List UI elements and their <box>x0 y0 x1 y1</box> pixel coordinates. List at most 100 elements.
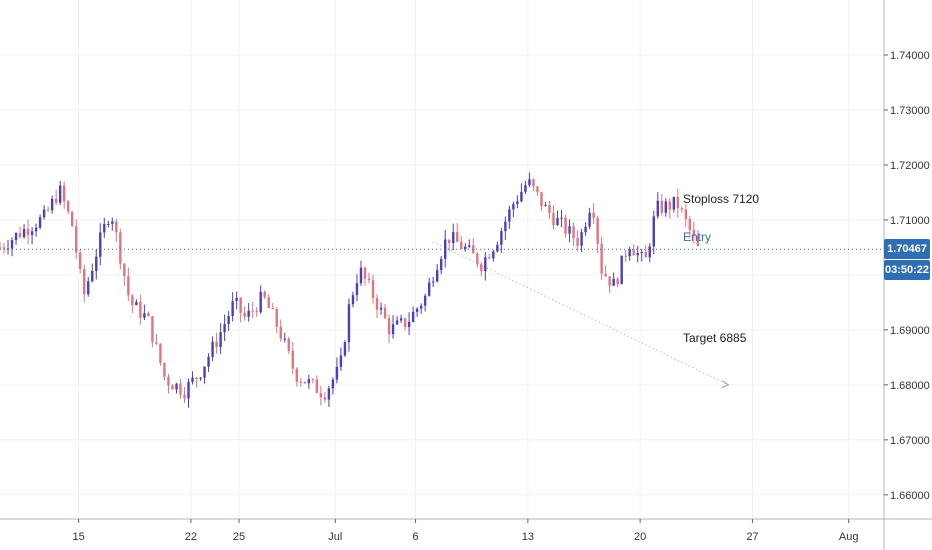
x-tick-label: 22 <box>185 531 197 543</box>
candle-body <box>207 356 210 367</box>
candle-body <box>620 255 623 285</box>
candle-body <box>10 240 14 249</box>
candle-body <box>50 198 54 211</box>
candle-body <box>155 342 158 344</box>
candle-body <box>363 267 367 279</box>
y-tick-label: 1.74000 <box>890 50 930 62</box>
candle-body <box>696 235 700 246</box>
candle-body <box>58 185 62 203</box>
candle-body <box>580 232 583 246</box>
target-label: Target 6885 <box>683 331 747 345</box>
candle-body <box>648 246 651 258</box>
candle-body <box>295 368 299 382</box>
candle-body <box>171 385 174 390</box>
x-tick-label: Aug <box>839 531 859 543</box>
x-tick-label: 27 <box>746 531 758 543</box>
candle-body <box>70 211 74 227</box>
candle-body <box>572 226 575 239</box>
candle-body <box>347 304 351 343</box>
candle-body <box>616 278 619 285</box>
candle-body <box>472 245 475 254</box>
candle-body <box>54 198 58 203</box>
candle-body <box>592 212 595 219</box>
candle-body <box>560 217 563 219</box>
candle-body <box>464 246 467 249</box>
candle-body <box>644 252 647 258</box>
candle-body <box>528 179 531 186</box>
candle-body <box>427 282 431 296</box>
candle-body <box>652 216 655 247</box>
x-tick-label: 15 <box>72 531 84 543</box>
candle-body <box>327 388 331 400</box>
candle-body <box>203 366 206 378</box>
candle-body <box>259 291 262 313</box>
candle-body <box>415 308 419 312</box>
y-tick-label: 1.67000 <box>890 435 930 447</box>
x-tick-label: Jul <box>328 531 342 543</box>
x-tick-label: 20 <box>634 531 646 543</box>
candle-body <box>588 212 591 227</box>
candle-body <box>536 186 539 193</box>
candle-body <box>371 280 375 299</box>
candle-body <box>167 376 170 386</box>
trendline-arrow-icon <box>721 380 730 389</box>
stoploss-label: Stoploss 7120 <box>683 192 760 206</box>
candle-body <box>504 221 507 232</box>
candle-body <box>239 297 242 313</box>
candle-body <box>476 253 479 265</box>
candle-body <box>135 301 138 306</box>
candle-body <box>512 204 515 210</box>
candle-body <box>532 179 535 187</box>
candle-body <box>26 228 30 235</box>
candle-body <box>291 350 294 369</box>
candles <box>0 172 700 408</box>
candle-body <box>676 196 680 209</box>
candle-body <box>672 196 676 210</box>
candle-body <box>18 233 22 238</box>
candle-body <box>66 201 70 212</box>
candle-body <box>395 320 399 325</box>
candle-body <box>584 226 587 233</box>
candle-body <box>516 201 519 205</box>
candle-body <box>484 257 487 272</box>
candle-body <box>492 251 495 259</box>
candle-body <box>163 362 166 377</box>
candle-body <box>299 381 303 383</box>
candle-body <box>656 200 659 217</box>
candle-body <box>127 276 130 296</box>
candle-body <box>664 201 668 213</box>
y-tick-label: 1.71000 <box>890 215 930 227</box>
candle-body <box>496 244 499 252</box>
candle-body <box>131 295 134 306</box>
candle-body <box>14 233 18 241</box>
y-tick-label: 1.72000 <box>890 160 930 172</box>
y-tick-label: 1.73000 <box>890 105 930 117</box>
candle-body <box>407 321 411 327</box>
candle-body <box>431 281 435 283</box>
candle-body <box>119 232 122 264</box>
candle-body <box>38 217 42 228</box>
candle-body <box>143 313 146 318</box>
candle-body <box>636 252 639 256</box>
candle-body <box>79 252 82 269</box>
y-tick-label: 1.68000 <box>890 380 930 392</box>
candle-body <box>488 257 491 259</box>
candle-body <box>403 318 407 327</box>
candle-body <box>391 324 395 335</box>
candle-body <box>195 377 198 379</box>
y-tick-label: 1.66000 <box>890 490 930 502</box>
candle-body <box>235 297 238 302</box>
candle-body <box>111 221 114 224</box>
candle-body <box>552 213 555 226</box>
candle-body <box>335 366 339 380</box>
candle-body <box>46 209 50 211</box>
candle-body <box>632 249 635 256</box>
candle-body <box>568 226 571 234</box>
candle-body <box>684 209 688 219</box>
candle-body <box>179 383 182 395</box>
candle-body <box>359 267 363 284</box>
candle-body <box>331 379 335 389</box>
candle-body <box>211 341 214 357</box>
candle-body <box>604 273 607 277</box>
